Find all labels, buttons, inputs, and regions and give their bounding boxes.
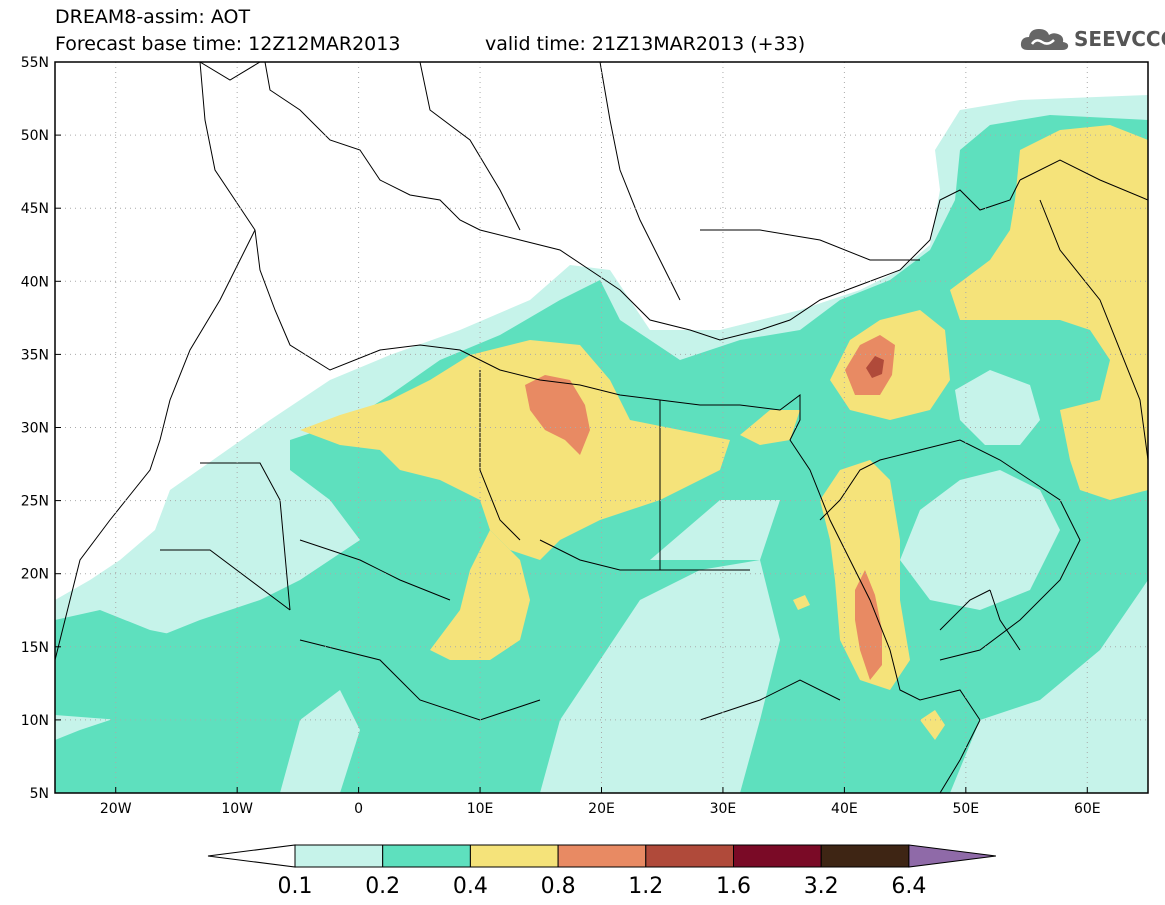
lon-tick-label: 0	[354, 801, 363, 817]
lat-tick-label: 55N	[21, 55, 49, 71]
colorbar-swatch	[645, 844, 734, 868]
colorbar-level-label: 1.2	[628, 874, 663, 899]
lon-tick-label: 10W	[221, 801, 253, 817]
colorbar: 0.1 0.2 0.4 0.8 1.2 1.6 3.2 6.4	[207, 844, 996, 899]
cloud-icon	[1020, 29, 1069, 50]
colorbar-swatch	[294, 844, 384, 868]
lat-tick-label: 50N	[21, 128, 49, 144]
product-title: DREAM8-assim: AOT	[55, 6, 251, 28]
lon-tick-label: 30E	[710, 801, 737, 817]
colorbar-swatch	[820, 844, 910, 868]
lon-tick-label: 60E	[1074, 801, 1101, 817]
lon-tick-label: 20E	[588, 801, 615, 817]
colorbar-level-label: 6.4	[891, 874, 926, 899]
lat-tick-label: 10N	[21, 713, 49, 729]
logo-text: SEEVCCC	[1074, 27, 1165, 51]
lat-tick-label: 15N	[21, 640, 49, 656]
colorbar-swatch	[469, 844, 559, 868]
lat-lon-grid	[55, 62, 1148, 793]
aot-level-0-4	[300, 125, 1148, 740]
valid-time: valid time: 21Z13MAR2013 (+33)	[485, 33, 806, 55]
colorbar-level-label: 0.1	[278, 874, 313, 899]
aot-level-1-2	[866, 356, 884, 378]
lon-tick-label: 50E	[952, 801, 979, 817]
colorbar-level-label: 0.2	[365, 874, 400, 899]
colorbar-level-label: 3.2	[804, 874, 839, 899]
lat-tick-label: 45N	[21, 201, 49, 217]
lon-tick-labels: 20W 10W 0 10E 20E 30E 40E 50E 60E	[100, 787, 1101, 817]
lon-tick-label: 10E	[467, 801, 494, 817]
colorbar-swatch	[733, 844, 822, 868]
base-time: Forecast base time: 12Z12MAR2013	[55, 33, 401, 55]
colorbar-high-extension	[908, 844, 996, 868]
aot-level-0-8	[525, 335, 895, 680]
colorbar-swatch	[557, 844, 647, 868]
lat-tick-labels: 55N 50N 45N 40N 35N 30N 25N 20N 15N 10N 5N	[21, 55, 61, 802]
colorbar-level-label: 1.6	[716, 874, 751, 899]
lon-tick-label: 20W	[100, 801, 132, 817]
lat-tick-label: 5N	[30, 786, 49, 802]
lat-tick-label: 35N	[21, 347, 49, 363]
aot-level-0-1-patches	[280, 370, 1060, 793]
colorbar-level-label: 0.4	[453, 874, 488, 899]
colorbar-swatch	[382, 844, 471, 868]
coastlines	[55, 62, 1148, 793]
colorbar-low-extension	[207, 844, 296, 868]
lat-tick-label: 25N	[21, 494, 49, 510]
lon-tick-label: 40E	[831, 801, 858, 817]
lat-tick-label: 20N	[21, 567, 49, 583]
lat-tick-label: 30N	[21, 421, 49, 437]
colorbar-level-label: 0.8	[541, 874, 576, 899]
lat-tick-label: 40N	[21, 274, 49, 290]
seevccc-logo: SEEVCCC	[1018, 24, 1165, 54]
